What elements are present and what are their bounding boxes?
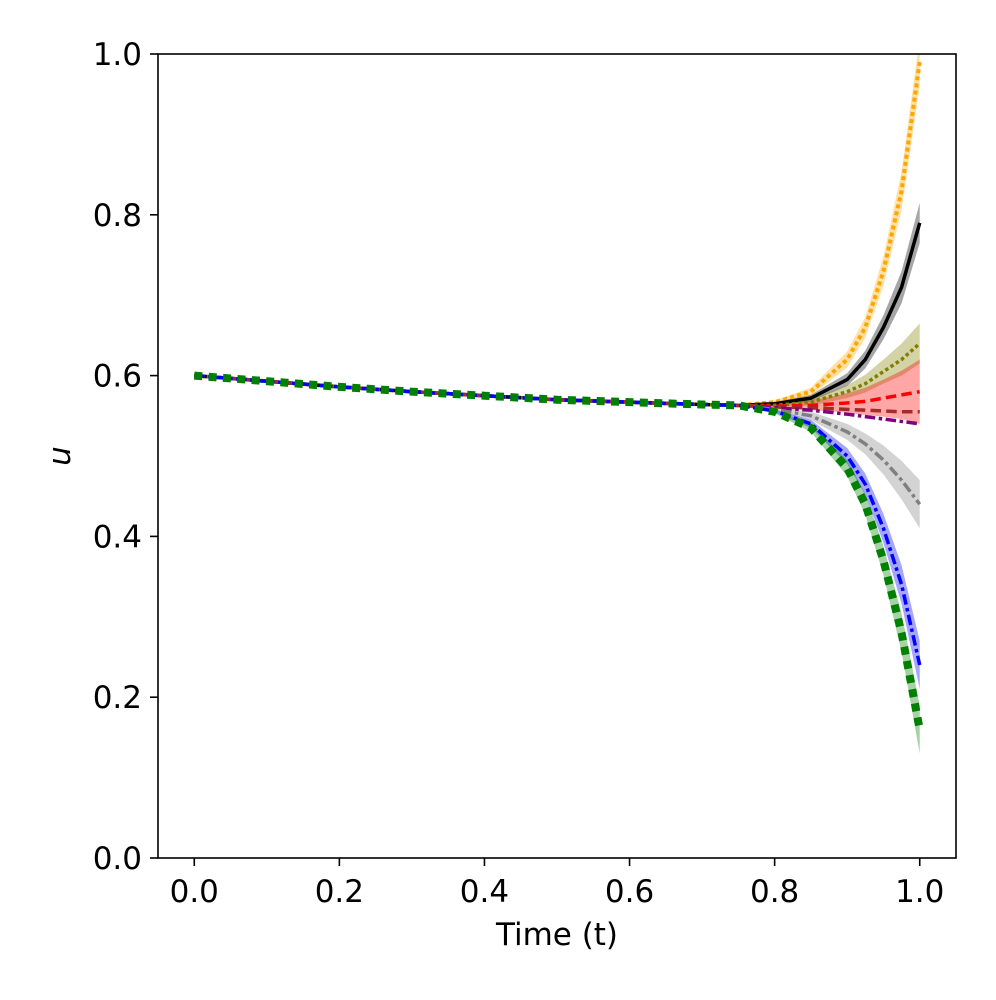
x-tick-label: 0.8 bbox=[750, 874, 799, 910]
x-tick-label: 0.2 bbox=[315, 874, 364, 910]
x-axis-label: Time (t) bbox=[495, 917, 618, 953]
plot-frame bbox=[157, 53, 957, 859]
y-tick-label: 0.0 bbox=[93, 841, 142, 877]
y-tick-label: 0.8 bbox=[93, 198, 142, 234]
x-tick-label: 0.6 bbox=[605, 874, 654, 910]
y-tick-label: 1.0 bbox=[93, 37, 142, 73]
uncertainty-band bbox=[738, 405, 920, 529]
y-tick-label: 0.2 bbox=[93, 680, 142, 716]
x-tick-label: 0.0 bbox=[170, 874, 219, 910]
x-tick-label: 0.4 bbox=[460, 874, 509, 910]
uncertainty-band bbox=[738, 54, 920, 406]
uncertainty-band bbox=[738, 323, 920, 407]
series-line bbox=[193, 371, 924, 731]
series-line bbox=[194, 61, 922, 408]
lines bbox=[193, 61, 924, 731]
y-tick-label: 0.6 bbox=[93, 359, 142, 395]
y-tick-label: 0.4 bbox=[93, 519, 142, 555]
x-tick-label: 1.0 bbox=[895, 874, 944, 910]
series-line bbox=[194, 222, 922, 408]
series-line bbox=[194, 373, 922, 666]
y-axis-label: u bbox=[42, 446, 78, 466]
